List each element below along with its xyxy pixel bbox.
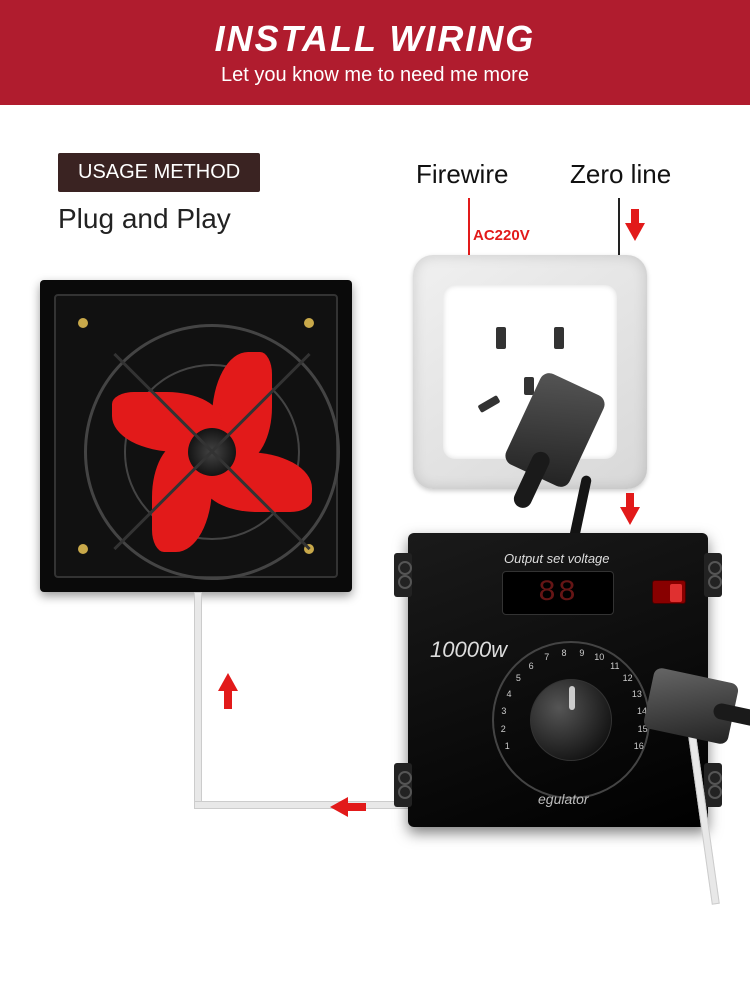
power-switch-icon <box>652 580 686 604</box>
bolt-icon <box>304 318 314 328</box>
firewire-label: Firewire <box>416 159 508 190</box>
regulator-label: egulator <box>538 791 589 807</box>
dial-tick: 6 <box>524 661 538 671</box>
dial-tick: 12 <box>621 673 635 683</box>
arrow-plug-down-icon <box>620 507 640 525</box>
cable-segment <box>194 592 202 807</box>
dial-tick: 16 <box>632 741 646 751</box>
header-title: INSTALL WIRING <box>215 18 536 60</box>
mount-bracket-icon <box>704 553 722 597</box>
dial-tick: 11 <box>608 661 622 671</box>
dial-tick: 5 <box>511 673 525 683</box>
dial-tick: 3 <box>497 706 511 716</box>
wattage-label: 10000w <box>430 637 507 663</box>
dial-tick: 7 <box>540 652 554 662</box>
diagram-area: USAGE METHOD Plug and Play Firewire Zero… <box>0 105 750 1000</box>
dial-tick: 10 <box>592 652 606 662</box>
mount-bracket-icon <box>394 553 412 597</box>
fan-inner <box>54 294 338 578</box>
outlet-slot <box>554 327 564 349</box>
dial-tick: 1 <box>500 741 514 751</box>
voltage-label: AC220V <box>473 227 530 244</box>
display-digits: 88 <box>538 576 578 610</box>
outlet-slot <box>477 395 500 413</box>
firewire-line <box>468 198 470 256</box>
dial-tick: 2 <box>496 724 510 734</box>
bolt-icon <box>78 544 88 554</box>
voltage-display: 88 <box>502 571 614 615</box>
dial-tick: 4 <box>502 689 516 699</box>
outlet-slot <box>496 327 506 349</box>
arrow-fan-up-icon <box>218 673 238 691</box>
bolt-icon <box>78 318 88 328</box>
header-subtitle: Let you know me to need me more <box>221 64 529 87</box>
dial-tick: 13 <box>630 689 644 699</box>
usage-text: Plug and Play <box>58 203 231 235</box>
mount-bracket-icon <box>704 763 722 807</box>
mount-bracket-icon <box>394 763 412 807</box>
regulator-knob-icon <box>530 679 612 761</box>
output-voltage-label: Output set voltage <box>504 551 610 566</box>
zeroline-line <box>618 198 620 256</box>
exhaust-fan <box>40 280 352 592</box>
zeroline-label: Zero line <box>570 159 671 190</box>
arrow-zero-down-icon <box>625 223 645 241</box>
dial-tick: 8 <box>557 648 571 658</box>
usage-badge: USAGE METHOD <box>58 153 260 192</box>
header-banner: INSTALL WIRING Let you know me to need m… <box>0 0 750 105</box>
dial-tick: 9 <box>575 648 589 658</box>
cable-segment <box>194 801 410 809</box>
arrow-cable-left-icon <box>330 797 348 817</box>
